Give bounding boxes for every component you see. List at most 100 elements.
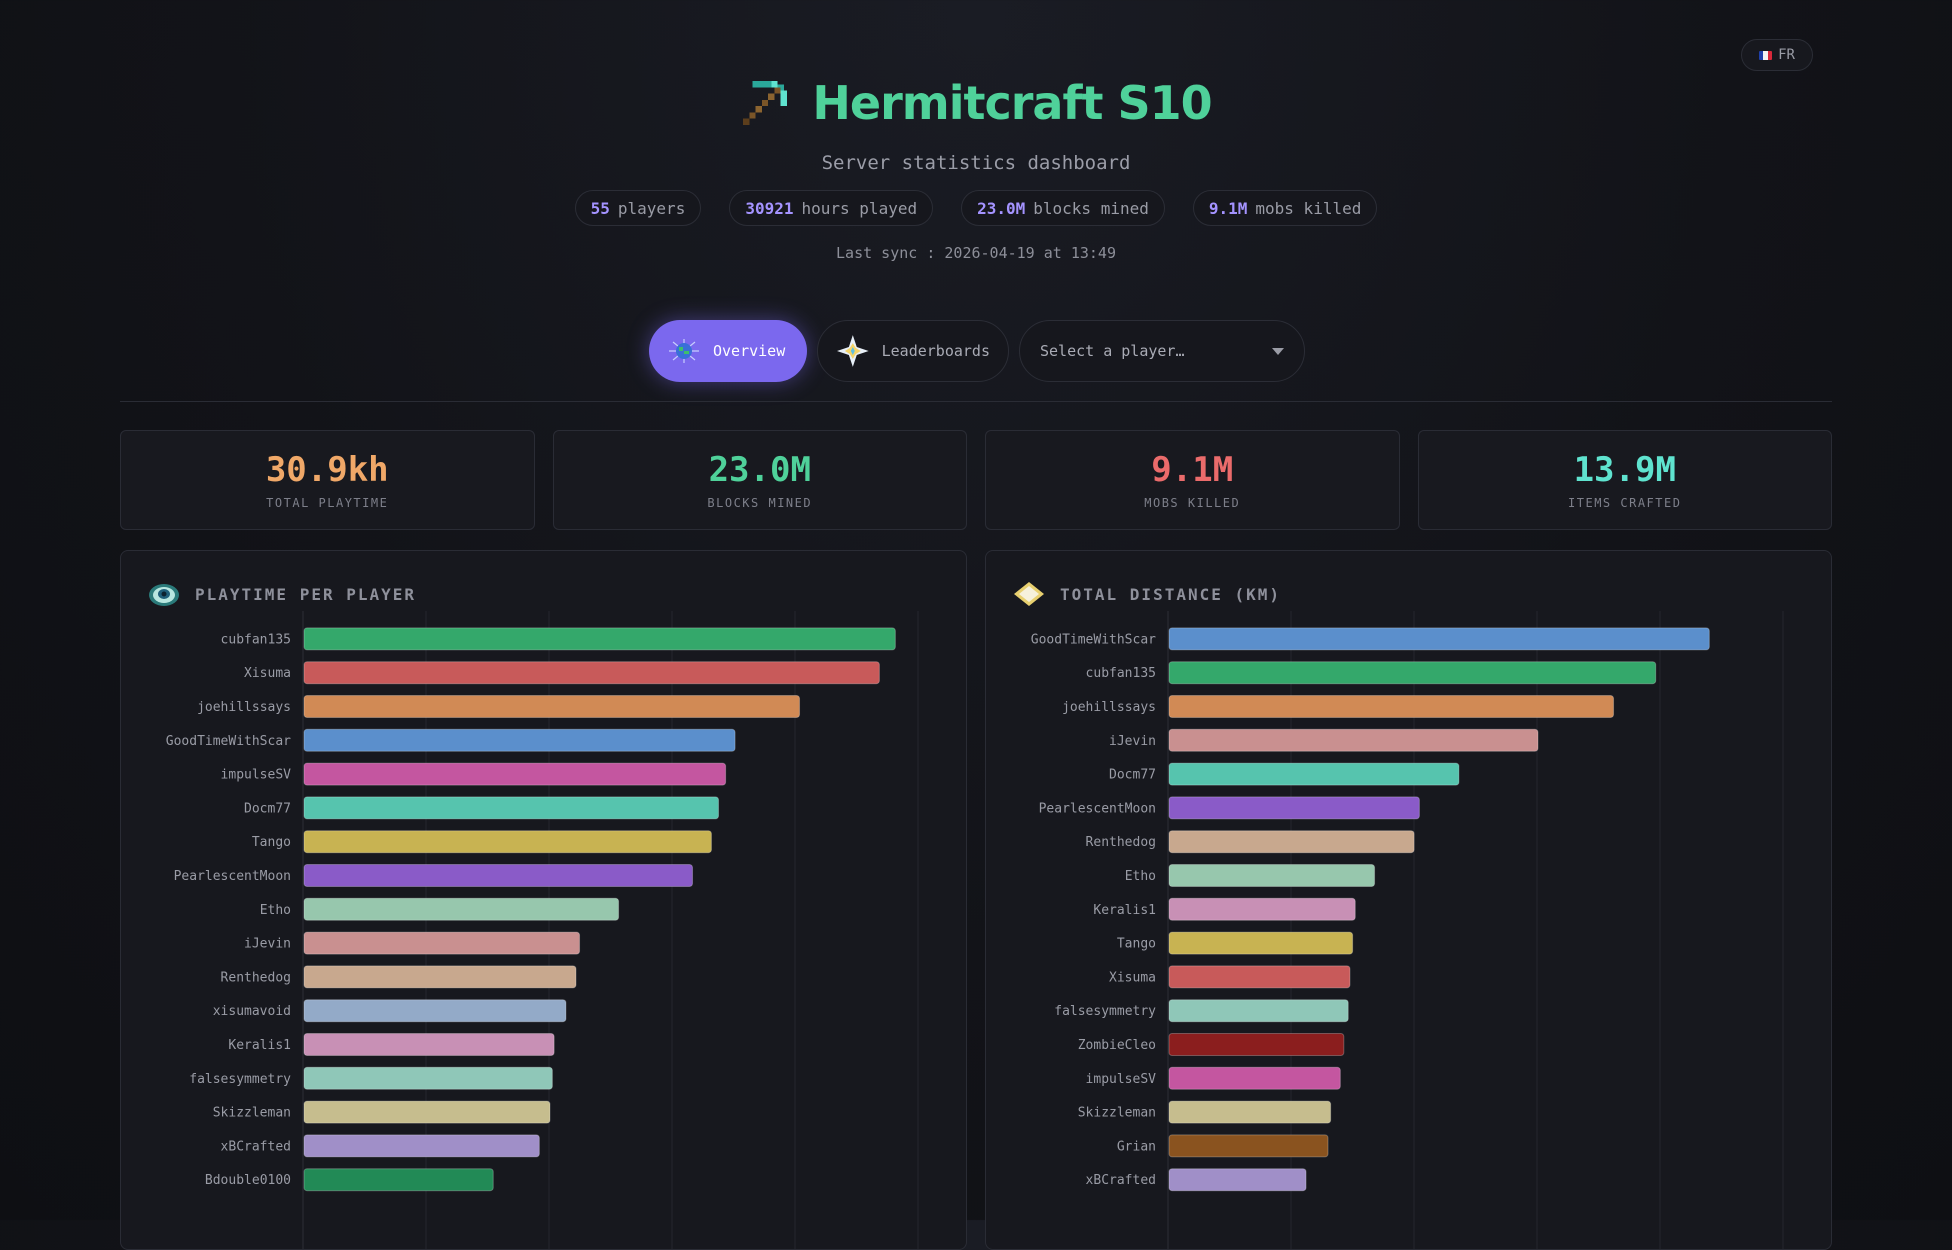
playtime-panel-title: PLAYTIME PER PLAYER — [195, 584, 417, 604]
playtime-bar[interactable] — [303, 897, 620, 921]
distance-bar[interactable] — [1168, 1033, 1345, 1056]
distance-bar-label: joehillssays — [1062, 700, 1156, 715]
playtime-bar-label: xisumavoid — [213, 1004, 291, 1019]
distance-bar-label: xBCrafted — [1086, 1173, 1156, 1188]
player-select-placeholder: Select a player… — [1040, 342, 1185, 360]
distance-bar[interactable] — [1168, 965, 1351, 989]
distance-bar-label: impulseSV — [1086, 1072, 1157, 1087]
distance-panel-title: TOTAL DISTANCE (KM) — [1060, 584, 1282, 604]
playtime-bar[interactable] — [303, 661, 880, 685]
stat-card-blocks-mined: 23.0M BLOCKS MINED — [552, 430, 967, 530]
distance-bar[interactable] — [1168, 864, 1376, 887]
playtime-bar[interactable] — [303, 1168, 494, 1192]
hours-played-pill: 30921 hours played — [729, 190, 934, 226]
playtime-bar[interactable] — [303, 762, 727, 786]
ender-eye-icon — [149, 584, 179, 606]
playtime-bar[interactable] — [303, 864, 694, 887]
tab-overview[interactable]: Overview — [649, 320, 807, 382]
playtime-chart: cubfan135 Xisuma joehillssays GoodTimeWithS… — [166, 611, 919, 1249]
page-subtitle: Server statistics dashboard — [821, 152, 1131, 174]
last-sync-text: Last sync : 2026-04-19 at 13:49 — [836, 244, 1116, 262]
section-divider — [120, 401, 1832, 402]
playtime-bar-label: impulseSV — [221, 768, 292, 783]
playtime-bar[interactable] — [303, 796, 720, 820]
playtime-bar-label: PearlescentMoon — [174, 869, 291, 884]
distance-bar[interactable] — [1168, 1168, 1307, 1192]
distance-panel: TOTAL DISTANCE (KM) GoodTimeWithScar cubf… — [985, 550, 1832, 1250]
playtime-bar-label: Etho — [260, 903, 291, 918]
distance-chart: GoodTimeWithScar cubfan135 joehillssays iJe… — [1031, 611, 1784, 1249]
stat-card-playtime: 30.9kh TOTAL PLAYTIME — [120, 430, 535, 530]
distance-bar-label: PearlescentMoon — [1039, 801, 1156, 816]
distance-bar-label: Xisuma — [1109, 970, 1156, 985]
chevron-down-icon — [1272, 347, 1284, 355]
distance-bar[interactable] — [1168, 1100, 1332, 1124]
distance-bar[interactable] — [1168, 661, 1657, 685]
nether-star-icon — [836, 335, 869, 367]
players-pill: 55 players — [574, 190, 702, 226]
stat-card-items-crafted: 13.9M ITEMS CRAFTED — [1417, 430, 1832, 530]
language-switch-button[interactable]: FR — [1741, 39, 1813, 71]
distance-bar-label: Keralis1 — [1093, 903, 1156, 918]
summary-pills: 55 players 30921 hours played 23.0M blocks … — [0, 190, 1952, 226]
pickaxe-icon — [743, 81, 788, 125]
distance-bar[interactable] — [1168, 695, 1615, 718]
tab-leaderboards[interactable]: Leaderboards — [817, 320, 1009, 382]
distance-bar-label: GoodTimeWithScar — [1031, 632, 1156, 647]
tab-leaderboards-label: Leaderboards — [881, 342, 990, 360]
playtime-bar-label: xBCrafted — [221, 1139, 291, 1154]
playtime-bar-label: Tango — [252, 835, 291, 850]
map-icon — [1014, 582, 1044, 606]
playtime-bar-label: Keralis1 — [228, 1038, 291, 1053]
distance-bar-label: Docm77 — [1109, 768, 1156, 783]
distance-bar[interactable] — [1168, 897, 1356, 921]
globe-icon — [669, 339, 699, 363]
blocks-mined-pill: 23.0M blocks mined — [961, 190, 1165, 226]
distance-bar[interactable] — [1168, 728, 1539, 752]
stat-cards: 30.9kh TOTAL PLAYTIME 23.0M BLOCKS MINED… — [120, 430, 1832, 530]
mobs-killed-pill: 9.1M mobs killed — [1192, 190, 1378, 226]
playtime-bar-label: cubfan135 — [221, 632, 291, 647]
playtime-bar-label: Docm77 — [244, 801, 291, 816]
distance-bar-label: falsesymmetry — [1054, 1004, 1156, 1019]
playtime-panel: PLAYTIME PER PLAYER cubfan135 Xisuma joehi… — [120, 550, 967, 1250]
tab-overview-label: Overview — [713, 342, 786, 360]
distance-bar-label: Tango — [1117, 937, 1156, 952]
distance-bar-label: Skizzleman — [1078, 1106, 1156, 1121]
distance-bar[interactable] — [1168, 931, 1354, 955]
distance-bar[interactable] — [1168, 1134, 1329, 1158]
distance-bar-label: iJevin — [1109, 734, 1156, 749]
distance-bar-label: Renthedog — [1086, 835, 1156, 850]
playtime-bar[interactable] — [303, 1033, 555, 1056]
distance-bar[interactable] — [1168, 796, 1420, 820]
playtime-bar-label: GoodTimeWithScar — [166, 734, 291, 749]
playtime-bar-label: Xisuma — [244, 666, 291, 681]
playtime-bar[interactable] — [303, 1100, 551, 1124]
distance-bar[interactable] — [1168, 627, 1710, 651]
distance-bar-label: Grian — [1117, 1139, 1156, 1154]
france-flag-icon — [1759, 50, 1773, 60]
distance-bar[interactable] — [1168, 762, 1460, 786]
playtime-bar[interactable] — [303, 830, 712, 854]
page-header: Hermitcraft S10 Server statistics dashbo… — [0, 70, 1952, 174]
player-select[interactable]: Select a player… — [1019, 320, 1305, 382]
playtime-bar[interactable] — [303, 999, 567, 1023]
language-code: FR — [1778, 47, 1795, 63]
playtime-bar-label: Bdouble0100 — [205, 1173, 291, 1188]
distance-bar[interactable] — [1168, 999, 1349, 1023]
page-title: Hermitcraft S10 — [812, 76, 1212, 130]
distance-bar-label: ZombieCleo — [1078, 1038, 1156, 1053]
playtime-bar[interactable] — [303, 931, 581, 955]
playtime-bar-label: joehillssays — [197, 700, 291, 715]
distance-bar-label: cubfan135 — [1086, 666, 1156, 681]
distance-bar[interactable] — [1168, 830, 1415, 854]
main-nav: Overview Leaderboards Select a player… — [649, 320, 1305, 382]
playtime-bar[interactable] — [303, 627, 896, 651]
distance-bar[interactable] — [1168, 1066, 1341, 1090]
playtime-bar[interactable] — [303, 1066, 553, 1090]
distance-bar-label: Etho — [1125, 869, 1156, 884]
playtime-bar[interactable] — [303, 728, 736, 752]
playtime-bar[interactable] — [303, 1134, 540, 1158]
playtime-bar[interactable] — [303, 695, 801, 718]
playtime-bar[interactable] — [303, 965, 577, 989]
